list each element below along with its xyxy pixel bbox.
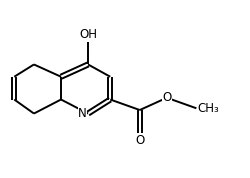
Text: O: O: [135, 134, 144, 147]
Text: OH: OH: [79, 28, 97, 41]
Text: O: O: [162, 91, 172, 104]
Text: N: N: [78, 107, 87, 120]
Text: CH₃: CH₃: [198, 102, 219, 115]
